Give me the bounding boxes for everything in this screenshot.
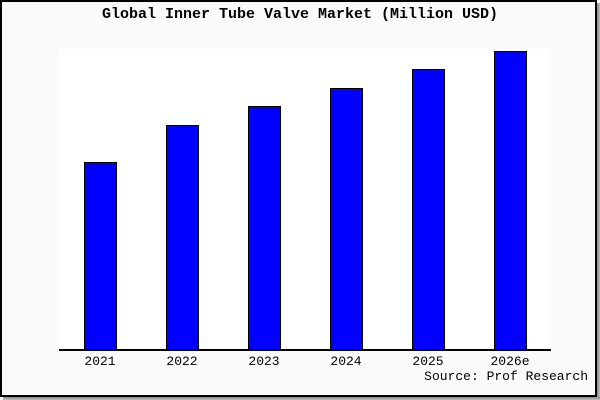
chart-title: Global Inner Tube Valve Market (Million … xyxy=(101,6,499,23)
bars-layer xyxy=(59,49,551,350)
frame-shadow-bottom xyxy=(3,397,600,400)
source-note: Source: Prof Research xyxy=(424,369,588,384)
x-axis-line xyxy=(59,349,551,351)
x-tick-label-2021: 2021 xyxy=(84,354,116,369)
x-tick-label-2026e: 2026e xyxy=(490,354,530,369)
bar-2022 xyxy=(165,125,199,350)
bar-2024 xyxy=(329,88,363,350)
plot-area xyxy=(59,49,551,350)
bar-slot-2024 xyxy=(305,49,387,350)
bar-slot-2026e xyxy=(469,49,551,350)
bar-slot-2022 xyxy=(141,49,223,350)
x-tick-label-2023: 2023 xyxy=(248,354,280,369)
bar-slot-2025 xyxy=(387,49,469,350)
x-axis-labels: 2021 2022 2023 2024 2025 2026e xyxy=(59,354,551,370)
bar-2021 xyxy=(83,162,117,350)
x-tick-label-2024: 2024 xyxy=(330,354,362,369)
bar-2025 xyxy=(411,69,445,350)
frame-shadow-right xyxy=(597,3,600,400)
bar-2026e xyxy=(493,51,527,350)
x-tick-label-2022: 2022 xyxy=(166,354,198,369)
bar-slot-2023 xyxy=(223,49,305,350)
bar-2023 xyxy=(247,106,281,350)
bar-slot-2021 xyxy=(59,49,141,350)
x-tick-label-2025: 2025 xyxy=(412,354,444,369)
